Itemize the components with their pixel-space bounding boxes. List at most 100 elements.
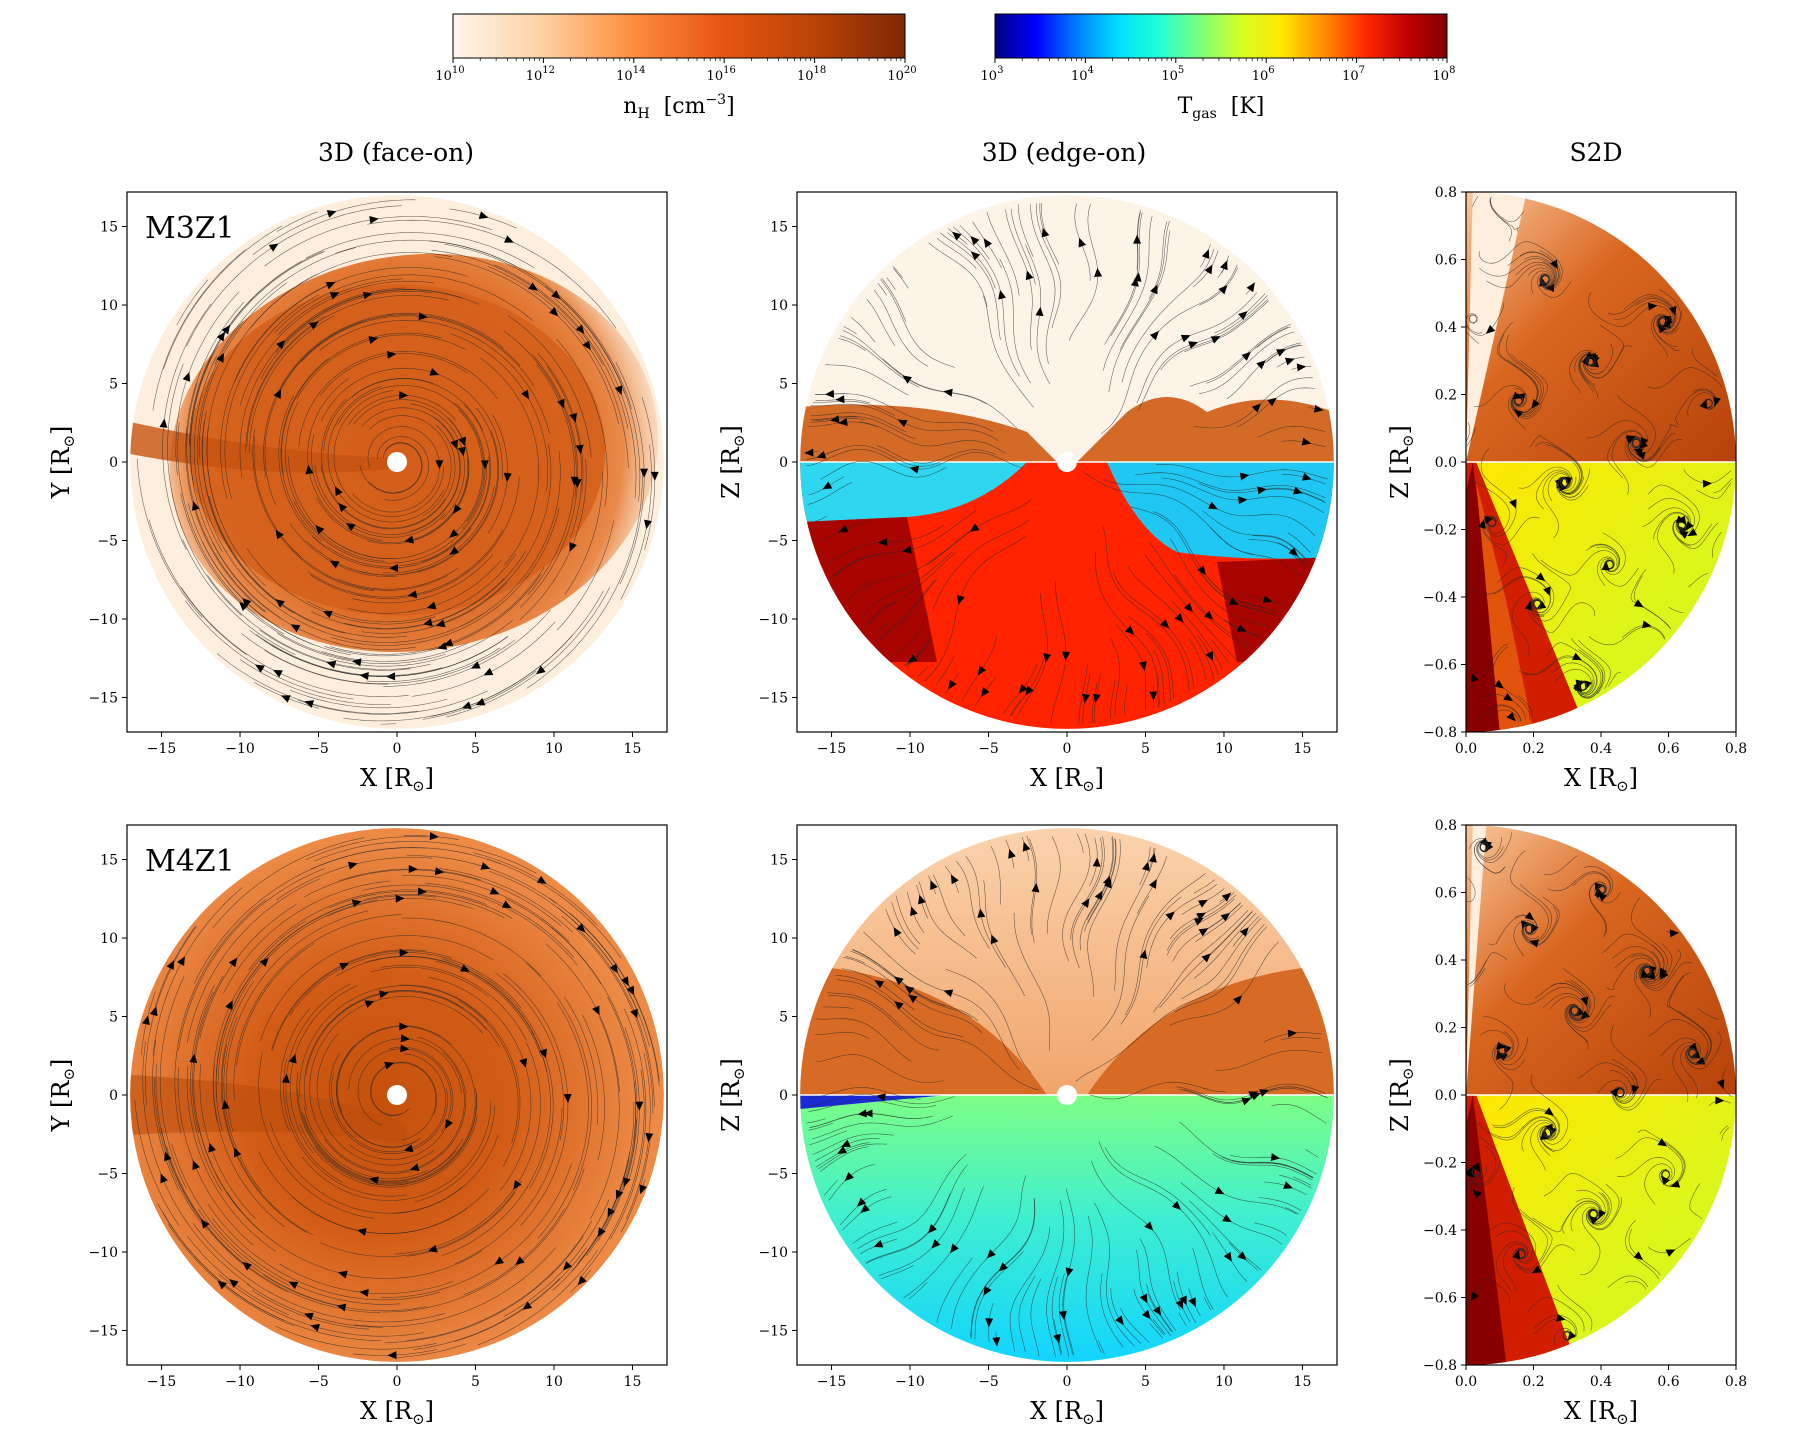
x-tick-label: 10 <box>1215 1374 1233 1390</box>
streamline <box>838 338 866 352</box>
streamline <box>1124 684 1128 715</box>
flow-arrow <box>1609 1087 1619 1097</box>
flow-arrow <box>1544 1107 1554 1116</box>
x-tick-label: 5 <box>1141 1374 1150 1390</box>
streamline <box>1713 478 1733 494</box>
y-tick-label: 0.8 <box>1435 818 1457 834</box>
flow-arrow <box>368 336 379 344</box>
streamline <box>545 286 641 502</box>
streamline <box>1181 918 1262 1000</box>
streamline <box>212 837 365 929</box>
temperature-colorbar: 103 104 105 106 107 108 Tgas [K] <box>981 13 1455 122</box>
streamline <box>1475 705 1521 721</box>
streamline <box>1026 835 1036 935</box>
flow-arrow <box>351 658 362 667</box>
streamline <box>1215 1050 1322 1071</box>
lower-temperature-cool-left <box>800 462 1027 522</box>
streamline <box>233 914 402 1101</box>
y-tick-label: −5 <box>97 1166 118 1182</box>
flow-arrow <box>1115 1315 1124 1326</box>
flow-arrow <box>480 460 489 470</box>
streamline <box>382 1168 585 1313</box>
flow-arrow <box>1262 595 1273 604</box>
flow-arrow <box>1283 1181 1293 1189</box>
flow-arrow <box>1133 234 1142 244</box>
x-tick-label: 15 <box>1294 741 1312 757</box>
colorbar-gradient <box>994 13 1448 59</box>
flow-arrow <box>577 1275 587 1286</box>
streamline <box>333 390 444 517</box>
streamline <box>556 520 615 631</box>
streamline <box>152 249 246 411</box>
streamline <box>816 1054 945 1083</box>
y-tick-label: −0.2 <box>1423 1156 1457 1172</box>
flow-arrow <box>1149 691 1158 701</box>
streamline <box>197 1122 263 1234</box>
streamline <box>1467 332 1479 344</box>
flow-arrow <box>838 524 849 533</box>
streamline <box>264 650 389 685</box>
y-tick-label: 10 <box>100 298 118 314</box>
upper-density-right-wing <box>1087 965 1334 1095</box>
streamline <box>1258 1197 1302 1211</box>
streamline <box>302 1112 457 1183</box>
streamline <box>932 519 1029 610</box>
flow-arrow <box>570 476 579 486</box>
flow-arrow <box>1292 486 1303 495</box>
flow-arrow <box>1677 515 1687 526</box>
streamline <box>1075 924 1265 1082</box>
flow-arrow <box>549 307 559 317</box>
flow-arrow <box>1598 1209 1606 1219</box>
streamline <box>1517 695 1533 718</box>
streamline <box>171 1143 290 1286</box>
flow-arrow <box>149 1006 158 1017</box>
flow-arrow <box>501 900 512 909</box>
x-tick-label: −10 <box>895 741 925 757</box>
flow-arrow <box>1257 486 1267 495</box>
flow-arrow <box>878 537 888 546</box>
streamline <box>401 917 542 977</box>
streamline <box>861 531 970 593</box>
y-tick-label: −15 <box>88 690 118 706</box>
streamline <box>1466 877 1476 903</box>
flow-arrow <box>948 679 957 690</box>
flow-arrow <box>1148 853 1157 863</box>
flow-arrow <box>445 1119 453 1129</box>
streamline <box>320 424 456 530</box>
flow-arrow <box>217 1280 227 1290</box>
streamline <box>852 1221 898 1244</box>
flow-arrow <box>1228 597 1239 605</box>
streamline <box>193 975 240 1211</box>
flow-arrow <box>1165 911 1175 921</box>
flow-arrow <box>645 1132 654 1143</box>
streamline <box>1647 367 1723 389</box>
streamline <box>908 1282 928 1300</box>
flow-arrow <box>478 211 489 219</box>
flow-arrow <box>457 446 466 457</box>
streamline <box>1697 1008 1719 1020</box>
flow-arrow <box>326 660 337 669</box>
streamline <box>866 1192 951 1263</box>
panel-tag: M4Z1 <box>145 844 235 879</box>
flow-arrow <box>364 1000 375 1008</box>
streamline <box>1527 1296 1585 1332</box>
streamline <box>274 274 534 333</box>
streamline <box>1712 532 1722 558</box>
flow-arrow <box>1470 1291 1479 1302</box>
y-axis-label: Z [R⊙] <box>1386 1058 1417 1132</box>
flow-arrow <box>1471 672 1479 683</box>
streamline <box>990 845 1001 905</box>
streamline <box>1280 1037 1321 1041</box>
flow-arrow <box>201 1219 210 1229</box>
streamline <box>1490 196 1524 223</box>
flow-arrow <box>1078 237 1087 248</box>
flow-arrow <box>191 501 200 511</box>
flow-arrow <box>494 1256 505 1265</box>
streamline <box>201 541 314 645</box>
flow-arrow <box>404 535 414 544</box>
flow-arrow <box>622 1177 631 1187</box>
flow-arrow <box>461 701 472 710</box>
streamline <box>1472 196 1479 207</box>
flow-arrow <box>384 1061 394 1070</box>
flow-arrow <box>273 389 282 399</box>
